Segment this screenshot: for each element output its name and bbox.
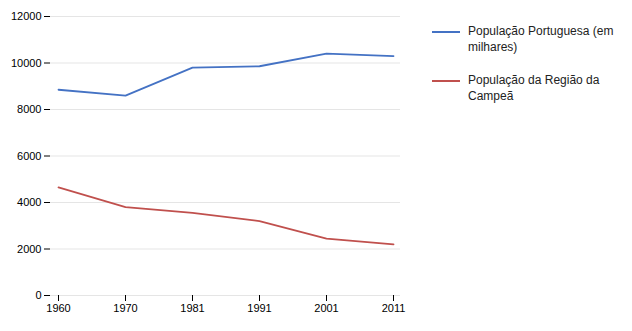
svg-text:12000: 12000 xyxy=(11,10,42,22)
svg-text:8000: 8000 xyxy=(17,103,41,115)
svg-text:1960: 1960 xyxy=(46,302,70,314)
svg-text:0: 0 xyxy=(35,289,41,301)
svg-text:1991: 1991 xyxy=(247,302,271,314)
html-text:População Portuguesa (em milha: População Portuguesa (em milhares) xyxy=(468,24,614,54)
svg-text:1970: 1970 xyxy=(113,302,137,314)
html-text:População da Região da Campeã: População da Região da Campeã xyxy=(468,73,600,103)
svg-text:1981: 1981 xyxy=(180,302,204,314)
svg-text:10000: 10000 xyxy=(11,57,42,69)
svg-text:2000: 2000 xyxy=(17,243,41,255)
svg-text:4000: 4000 xyxy=(17,196,41,208)
svg-text:2001: 2001 xyxy=(314,302,338,314)
svg-text:2011: 2011 xyxy=(382,302,406,314)
svg-text:6000: 6000 xyxy=(17,150,41,162)
